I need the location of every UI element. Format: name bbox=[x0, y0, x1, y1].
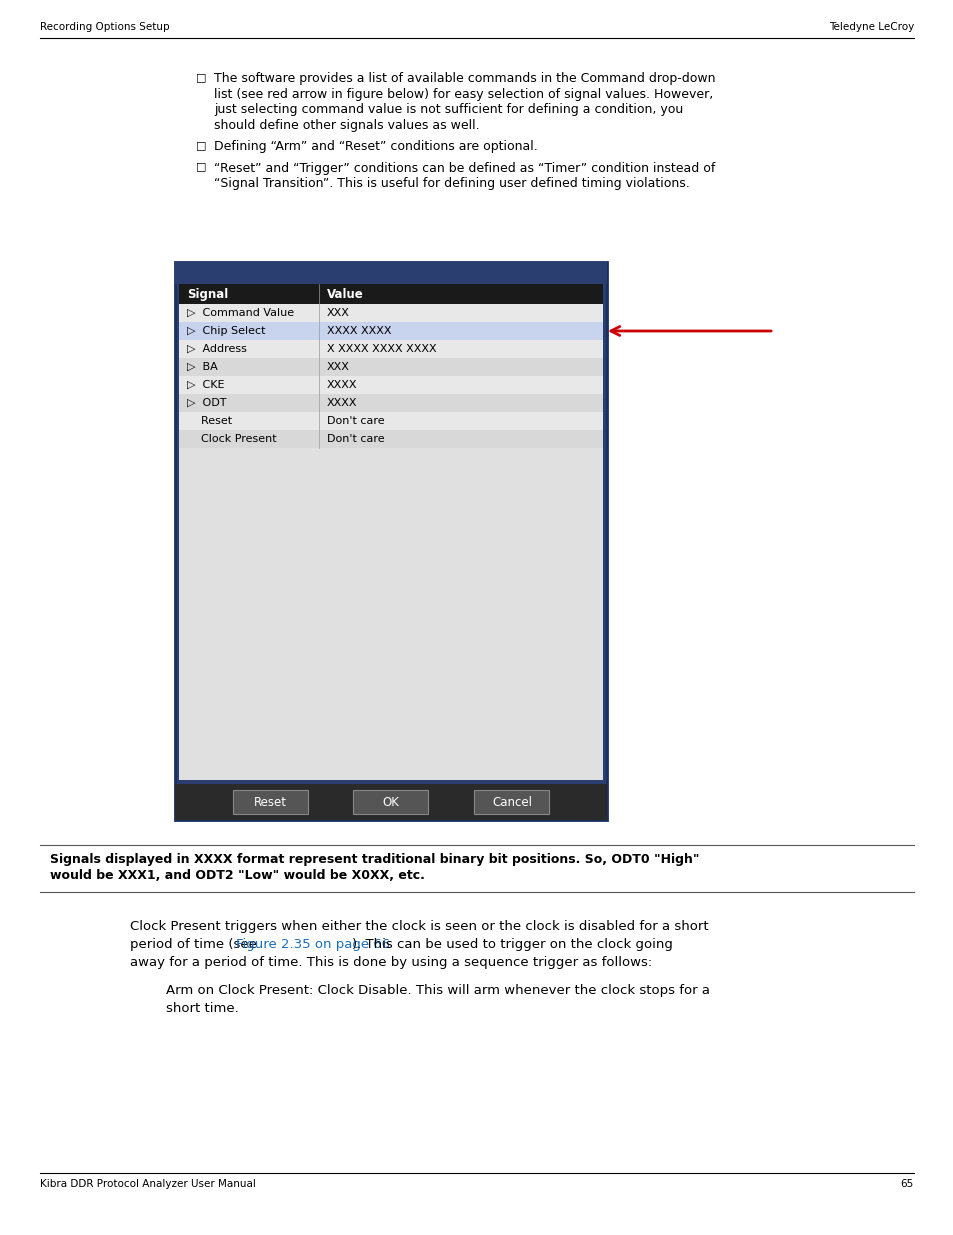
Text: “Reset” and “Trigger” conditions can be defined as “Timer” condition instead of: “Reset” and “Trigger” conditions can be … bbox=[213, 162, 715, 174]
Text: Figure 2.35 on page 66: Figure 2.35 on page 66 bbox=[235, 939, 390, 951]
Text: 65: 65 bbox=[900, 1179, 913, 1189]
Text: Value: Value bbox=[327, 288, 363, 300]
Bar bbox=[174, 262, 606, 820]
Text: XXXX XXXX: XXXX XXXX bbox=[327, 326, 391, 336]
Text: Teledyne LeCroy: Teledyne LeCroy bbox=[828, 22, 913, 32]
Text: Don't care: Don't care bbox=[327, 433, 384, 445]
Bar bbox=[179, 284, 602, 781]
Bar bbox=[179, 358, 602, 375]
Text: ▷  BA: ▷ BA bbox=[187, 362, 217, 372]
Text: The software provides a list of available commands in the Command drop-down: The software provides a list of availabl… bbox=[213, 72, 715, 85]
Text: □: □ bbox=[195, 162, 206, 172]
Text: ▷  CKE: ▷ CKE bbox=[187, 380, 224, 390]
Text: Clock Present: Clock Present bbox=[187, 433, 276, 445]
Text: Arm on Clock Present: Clock Disable. This will arm whenever the clock stops for : Arm on Clock Present: Clock Disable. Thi… bbox=[166, 984, 709, 997]
Text: XXX: XXX bbox=[327, 362, 350, 372]
Text: Defining “Arm” and “Reset” conditions are optional.: Defining “Arm” and “Reset” conditions ar… bbox=[213, 140, 537, 153]
Text: away for a period of time. This is done by using a sequence trigger as follows:: away for a period of time. This is done … bbox=[130, 956, 652, 969]
Bar bbox=[179, 340, 602, 358]
Text: OK: OK bbox=[382, 795, 399, 809]
Bar bbox=[174, 784, 606, 820]
Text: X XXXX XXXX XXXX: X XXXX XXXX XXXX bbox=[327, 345, 436, 354]
Text: XXXX: XXXX bbox=[327, 380, 357, 390]
Text: short time.: short time. bbox=[166, 1002, 238, 1015]
Text: Cancel: Cancel bbox=[492, 795, 532, 809]
Text: “Signal Transition”. This is useful for defining user defined timing violations.: “Signal Transition”. This is useful for … bbox=[213, 177, 689, 190]
Bar bbox=[354, 790, 428, 814]
Text: ▷  Command Value: ▷ Command Value bbox=[187, 308, 294, 317]
Text: ▷  Chip Select: ▷ Chip Select bbox=[187, 326, 265, 336]
Text: Clock Present triggers when either the clock is seen or the clock is disabled fo: Clock Present triggers when either the c… bbox=[130, 920, 708, 932]
Text: Signals displayed in XXXX format represent traditional binary bit positions. So,: Signals displayed in XXXX format represe… bbox=[50, 853, 699, 866]
Bar bbox=[179, 322, 602, 340]
Text: Signal: Signal bbox=[187, 288, 228, 300]
Bar bbox=[233, 790, 307, 814]
Bar bbox=[179, 394, 602, 412]
Bar bbox=[179, 375, 602, 394]
Bar bbox=[179, 284, 602, 304]
Text: ). This can be used to trigger on the clock going: ). This can be used to trigger on the cl… bbox=[352, 939, 672, 951]
Bar bbox=[174, 262, 606, 284]
Text: ▷  ODT: ▷ ODT bbox=[187, 398, 226, 408]
Text: ▷  Address: ▷ Address bbox=[187, 345, 247, 354]
Text: Reset: Reset bbox=[253, 795, 286, 809]
Text: Reset: Reset bbox=[187, 416, 232, 426]
Text: XXXX: XXXX bbox=[327, 398, 357, 408]
Bar bbox=[179, 412, 602, 430]
Text: just selecting command value is not sufficient for defining a condition, you: just selecting command value is not suff… bbox=[213, 103, 682, 116]
Text: Recording Options Setup: Recording Options Setup bbox=[40, 22, 170, 32]
Bar bbox=[179, 430, 602, 448]
Text: Don't care: Don't care bbox=[327, 416, 384, 426]
Text: should define other signals values as well.: should define other signals values as we… bbox=[213, 119, 479, 131]
Text: XXX: XXX bbox=[327, 308, 350, 317]
Text: □: □ bbox=[195, 140, 206, 149]
Text: period of time (see: period of time (see bbox=[130, 939, 261, 951]
Text: □: □ bbox=[195, 72, 206, 82]
Bar bbox=[179, 304, 602, 322]
Text: Kibra DDR Protocol Analyzer User Manual: Kibra DDR Protocol Analyzer User Manual bbox=[40, 1179, 255, 1189]
Bar bbox=[474, 790, 549, 814]
Text: list (see red arrow in figure below) for easy selection of signal values. Howeve: list (see red arrow in figure below) for… bbox=[213, 88, 713, 100]
Text: would be XXX1, and ODT2 "Low" would be X0XX, etc.: would be XXX1, and ODT2 "Low" would be X… bbox=[50, 869, 424, 882]
